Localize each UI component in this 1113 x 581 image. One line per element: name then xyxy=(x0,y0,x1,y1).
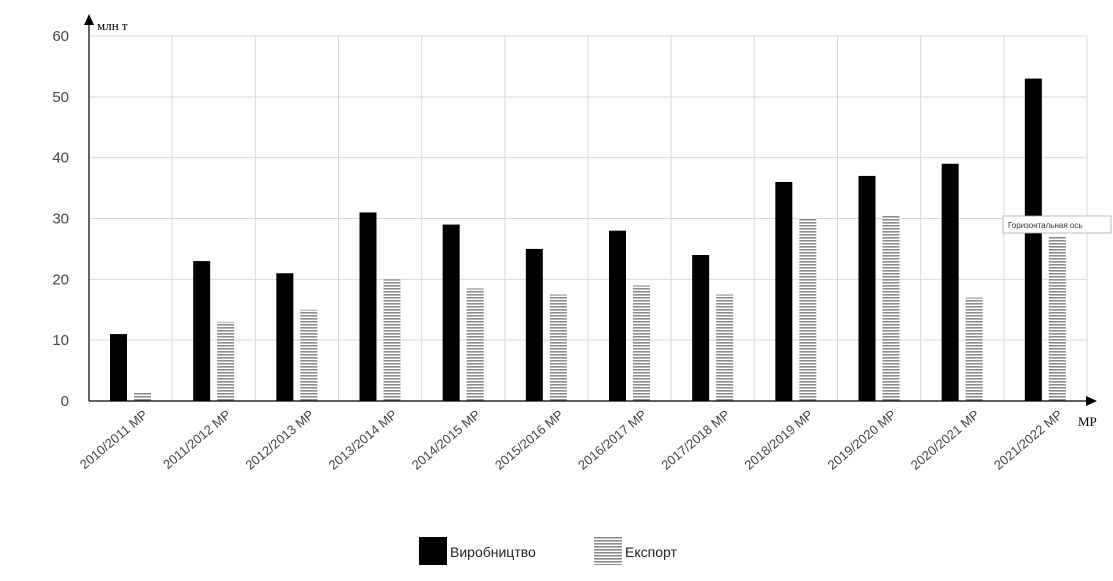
x-category-label: 2017/2018 МР xyxy=(658,407,732,473)
x-category-label: 2021/2022 МР xyxy=(991,407,1065,473)
bar-production xyxy=(442,224,460,401)
x-category-label: 2012/2013 МР xyxy=(242,407,316,473)
bars xyxy=(110,78,1066,401)
x-axis-unit-label: МР xyxy=(1078,414,1097,429)
bar-production xyxy=(359,212,377,401)
bar-production xyxy=(193,261,211,401)
y-tick-label: 40 xyxy=(52,150,69,167)
legend-swatch-production xyxy=(419,537,447,565)
y-axis-arrow xyxy=(84,14,94,25)
bar-production xyxy=(110,334,127,401)
y-tick-label: 30 xyxy=(52,211,69,228)
y-tick-label: 0 xyxy=(61,393,69,410)
legend: Виробництво Експорт xyxy=(419,537,677,565)
bar-production xyxy=(775,182,793,401)
x-category-label: 2010/2011 МР xyxy=(77,407,151,472)
bar-production xyxy=(858,175,876,401)
legend-label-production: Виробництво xyxy=(450,544,536,560)
axes: млн т МР xyxy=(84,14,1097,429)
x-category-label: 2013/2014 МР xyxy=(326,407,400,473)
bar-export xyxy=(633,285,650,401)
bar-export xyxy=(383,279,401,401)
y-axis-ticks: 0 10 20 30 40 50 60 xyxy=(52,28,69,410)
bar-production xyxy=(525,248,543,401)
y-tick-label: 20 xyxy=(52,271,69,288)
bar-export xyxy=(549,294,567,401)
bar-production xyxy=(609,230,626,401)
tooltip-box xyxy=(1002,215,1112,234)
legend-swatch-export xyxy=(594,537,622,565)
bar-export xyxy=(882,215,900,401)
legend-label-export: Експорт xyxy=(625,544,677,560)
bar-export xyxy=(217,321,235,401)
bar-export xyxy=(300,309,318,401)
x-category-label: 2014/2015 МР xyxy=(409,407,483,473)
x-category-label: 2016/2017 МР xyxy=(575,407,649,473)
y-tick-label: 10 xyxy=(52,332,69,349)
x-category-label: 2015/2016 МР xyxy=(492,407,566,473)
bar-production xyxy=(1024,78,1042,401)
x-category-label: 2011/2012 МР xyxy=(160,407,234,472)
bar-export xyxy=(965,297,983,401)
y-tick-label: 50 xyxy=(52,89,69,106)
bar-export xyxy=(799,218,817,401)
bar-export xyxy=(466,288,484,401)
bar-production xyxy=(941,163,959,401)
x-category-label: 2019/2020 МР xyxy=(825,407,899,473)
bar-export xyxy=(716,294,734,401)
bar-production xyxy=(692,255,710,401)
tooltip: Горизонтальная ось xyxy=(1002,215,1112,234)
y-tick-label: 60 xyxy=(52,28,69,45)
grid-lines xyxy=(89,35,1088,401)
x-axis-labels: 2010/2011 МР 2011/2012 МР 2012/2013 МР 2013… xyxy=(77,407,1066,473)
x-category-label: 2018/2019 МР xyxy=(741,407,815,473)
bar-export xyxy=(134,391,151,401)
bar-production xyxy=(276,273,294,401)
bar-export xyxy=(1048,236,1066,401)
x-axis-arrow xyxy=(1086,396,1097,406)
y-axis-unit-label: млн т xyxy=(97,18,128,33)
x-category-label: 2020/2021 МР xyxy=(908,407,982,473)
tooltip-text: Горизонтальная ось xyxy=(1008,221,1083,230)
